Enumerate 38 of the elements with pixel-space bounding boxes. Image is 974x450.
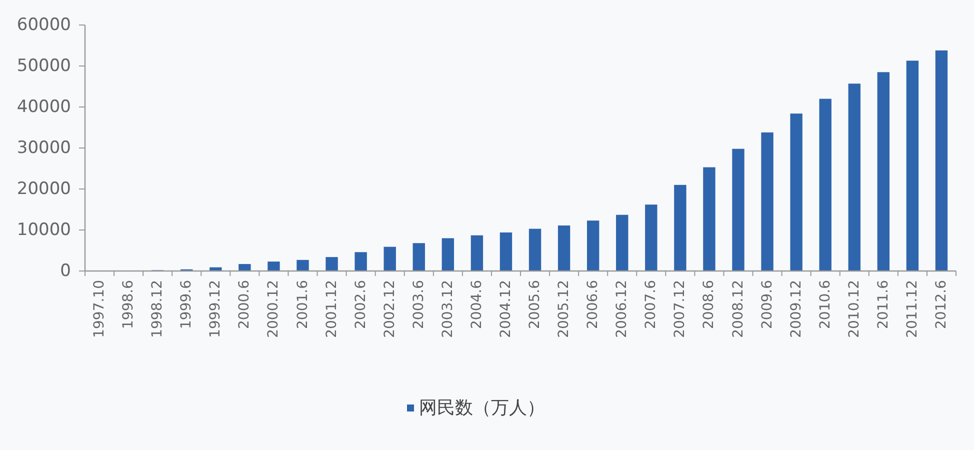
x-tick-label: 2007.6 bbox=[643, 280, 660, 329]
y-tick-label: 50000 bbox=[16, 56, 71, 76]
x-tick-label: 2011.6 bbox=[875, 280, 892, 329]
x-tick-label: 2008.12 bbox=[730, 280, 746, 338]
x-tick-label: 1999.6 bbox=[178, 280, 195, 329]
x-tick-label: 2003.12 bbox=[440, 280, 456, 338]
x-tick-label: 2006.6 bbox=[585, 280, 602, 329]
y-tick-label: 60000 bbox=[16, 15, 71, 35]
x-tick-label: 2009.6 bbox=[759, 280, 776, 329]
x-tick-label: 1998.12 bbox=[150, 280, 166, 338]
x-tick-label: 2010.6 bbox=[817, 280, 834, 329]
x-tick-label: 2001.12 bbox=[324, 280, 340, 338]
x-tick-label: 2004.6 bbox=[468, 280, 485, 329]
y-tick-label: 10000 bbox=[16, 220, 71, 240]
x-tick-label: 2005.6 bbox=[527, 280, 544, 329]
y-tick-label: 0 bbox=[60, 261, 71, 281]
x-tick-label: 2002.12 bbox=[382, 280, 398, 338]
x-tick-label: 2008.6 bbox=[701, 280, 718, 329]
x-tick-label: 1999.12 bbox=[208, 280, 224, 338]
x-tick-label: 2009.12 bbox=[788, 280, 804, 338]
x-tick-label: 2004.12 bbox=[498, 280, 514, 338]
x-tick-label: 2005.12 bbox=[556, 280, 572, 338]
x-tick-label: 2002.6 bbox=[352, 280, 369, 329]
x-tick-label: 2012.6 bbox=[933, 280, 950, 329]
x-tick-label: 2006.12 bbox=[614, 280, 630, 338]
y-tick-label: 40000 bbox=[16, 97, 71, 117]
x-tick-label: 2011.12 bbox=[904, 280, 920, 338]
x-tick-label: 2007.12 bbox=[672, 280, 688, 338]
x-tick-label: 1997.10 bbox=[92, 280, 108, 338]
y-tick-label: 30000 bbox=[16, 138, 71, 158]
x-tick-label: 2000.6 bbox=[236, 280, 253, 329]
x-tick-label: 2003.6 bbox=[410, 280, 427, 329]
y-tick-label: 20000 bbox=[16, 179, 71, 199]
legend-label: 网民数（万人） bbox=[419, 398, 545, 418]
x-tick-label: 2000.12 bbox=[266, 280, 282, 338]
x-tick-label: 1998.6 bbox=[120, 280, 137, 329]
x-tick-label: 2010.12 bbox=[846, 280, 862, 338]
x-tick-label: 2001.6 bbox=[294, 280, 311, 329]
